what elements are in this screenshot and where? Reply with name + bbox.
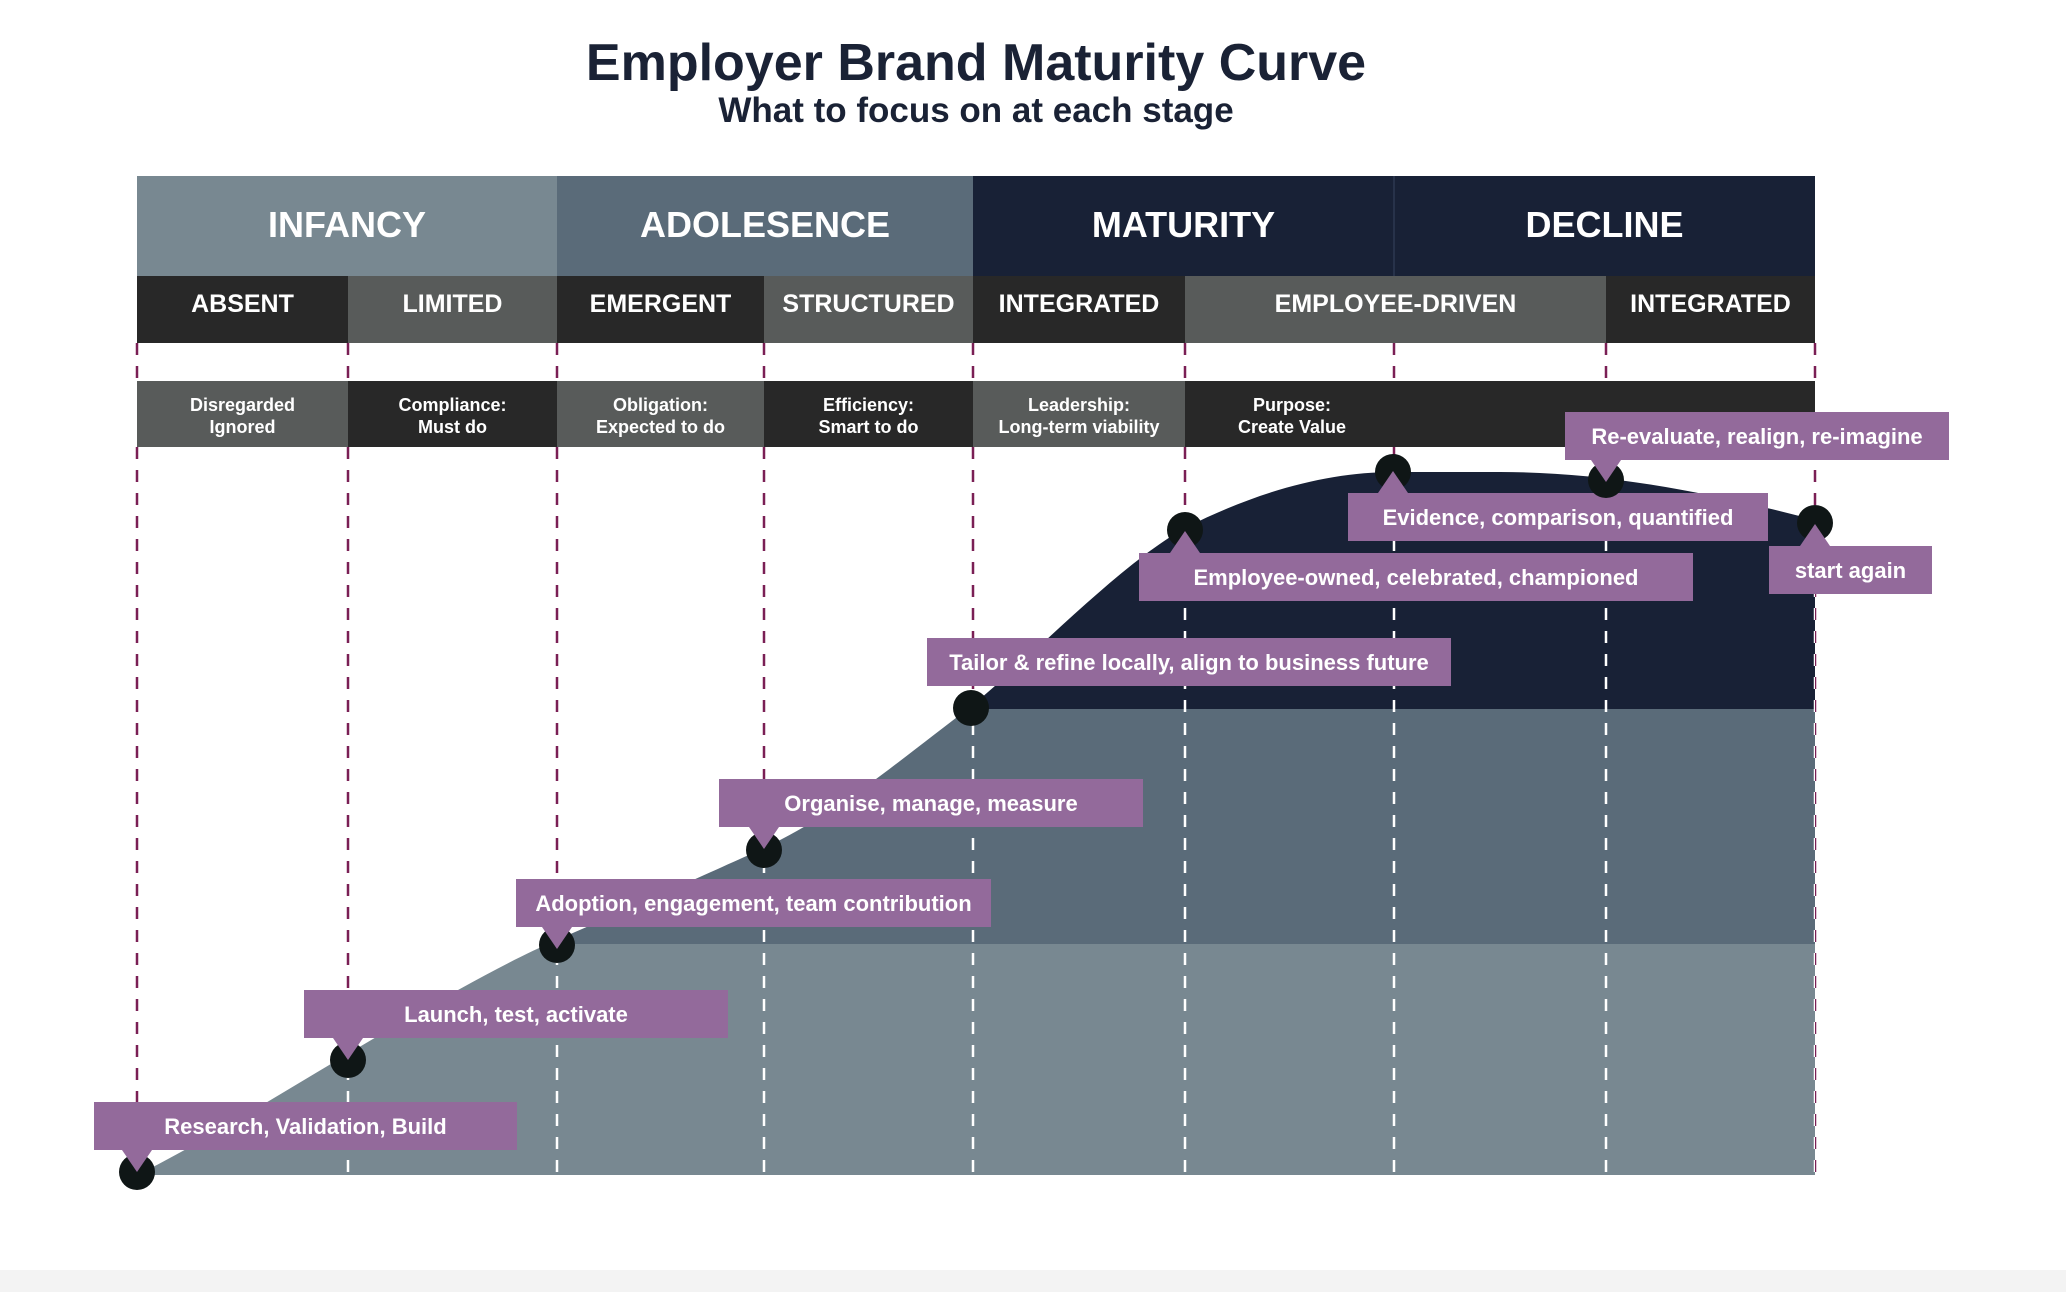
milestone-5: Tailor & refine locally, align to busine… (927, 638, 1451, 726)
mindset-line1: Efficiency: (823, 395, 914, 415)
subphase-absent: ABSENT (137, 276, 348, 343)
subphase-label: INTEGRATED (999, 290, 1160, 318)
subphase-label: ABSENT (191, 290, 294, 318)
mindset-line2: Create Value (1238, 417, 1346, 437)
milestone-label: Launch, test, activate (404, 1002, 628, 1027)
mindset-line1: Purpose: (1253, 395, 1331, 415)
subphase-label: LIMITED (403, 290, 503, 318)
milestone-label: Research, Validation, Build (164, 1114, 446, 1139)
milestone-callout (94, 1102, 517, 1150)
page-footer-bar (0, 1270, 2066, 1292)
milestone-callout (1139, 553, 1693, 601)
milestone-callout (1769, 546, 1932, 594)
diagram-title: Employer Brand Maturity Curve (586, 34, 1366, 92)
milestone-9: start again (1769, 505, 1932, 594)
milestone-marker (1167, 512, 1203, 548)
subphase-emergent: EMERGENT (557, 276, 764, 343)
milestone-callout (304, 990, 728, 1038)
phase-adolesence: ADOLESENCE (557, 176, 973, 276)
mindset-cell: Efficiency:Smart to do (764, 381, 973, 447)
subphase-integrated: INTEGRATED (973, 276, 1185, 343)
milestone-marker (953, 690, 989, 726)
phase-label: MATURITY (1092, 204, 1275, 245)
mindset-line1: Compliance: (398, 395, 506, 415)
phase-label: INFANCY (268, 204, 426, 245)
milestone-6: Employee-owned, celebrated, championed (1139, 512, 1693, 601)
milestone-label: start again (1795, 558, 1906, 583)
subphase-label: EMERGENT (590, 290, 732, 318)
milestone-callout (516, 879, 991, 927)
subphase-header-row: ABSENT LIMITED EMERGENT STRUCTURED INTEGRATE… (137, 276, 1815, 343)
milestone-label: Evidence, comparison, quantified (1383, 505, 1734, 530)
phase-decline: DECLINE (1394, 176, 1815, 276)
milestone-7: Evidence, comparison, quantified (1348, 454, 1768, 541)
milestone-1: Research, Validation, Build (94, 1102, 517, 1190)
phase-maturity: MATURITY (973, 176, 1394, 276)
milestone-2: Launch, test, activate (304, 990, 728, 1078)
subphase-employee-driven: EMPLOYEE-DRIVEN (1185, 276, 1606, 343)
mindset-line2: Expected to do (596, 417, 725, 437)
milestone-label: Tailor & refine locally, align to busine… (949, 650, 1429, 675)
subphase-integrated: INTEGRATED (1606, 276, 1815, 343)
milestone-4: Organise, manage, measure (719, 779, 1143, 868)
subphase-label: INTEGRATED (1630, 290, 1791, 318)
milestone-label: Employee-owned, celebrated, championed (1194, 565, 1639, 590)
diagram-subtitle: What to focus on at each stage (718, 91, 1233, 130)
mindset-cell: Leadership:Long-term viability (973, 381, 1185, 447)
subphase-structured: STRUCTURED (764, 276, 973, 343)
milestone-markers: Research, Validation, Build Launch, test,… (94, 412, 1949, 1190)
phase-infancy: INFANCY (137, 176, 557, 276)
mindset-line1: Disregarded (190, 395, 295, 415)
mindset-line1: Obligation: (613, 395, 708, 415)
milestone-8: Re-evaluate, realign, re-imagine (1565, 412, 1949, 498)
phase-label: DECLINE (1525, 204, 1683, 245)
mindset-cell: Compliance:Must do (348, 381, 557, 447)
milestone-3: Adoption, engagement, team contribution (516, 879, 991, 963)
subphase-label: EMPLOYEE-DRIVEN (1275, 290, 1517, 318)
mindset-cell: Obligation:Expected to do (557, 381, 764, 447)
phase-header-row: INFANCY ADOLESENCE MATURITY DECLINE (137, 176, 1815, 276)
phase-label: ADOLESENCE (640, 204, 890, 245)
milestone-marker (746, 832, 782, 868)
mindset-line2: Smart to do (818, 417, 918, 437)
milestone-label: Re-evaluate, realign, re-imagine (1591, 424, 1922, 449)
subphase-label: STRUCTURED (782, 290, 954, 318)
milestone-callout (719, 779, 1143, 827)
mindset-line2: Must do (418, 417, 487, 437)
milestone-callout (1348, 493, 1768, 541)
milestone-callout (927, 638, 1451, 686)
milestone-marker (1797, 505, 1833, 541)
mindset-line2: Ignored (210, 417, 276, 437)
milestone-label: Adoption, engagement, team contribution (535, 891, 971, 916)
subphase-limited: LIMITED (348, 276, 557, 343)
milestone-label: Organise, manage, measure (784, 791, 1077, 816)
mindset-line1: Leadership: (1028, 395, 1130, 415)
mindset-line2: Long-term viability (998, 417, 1159, 437)
milestone-callout (1565, 412, 1949, 460)
